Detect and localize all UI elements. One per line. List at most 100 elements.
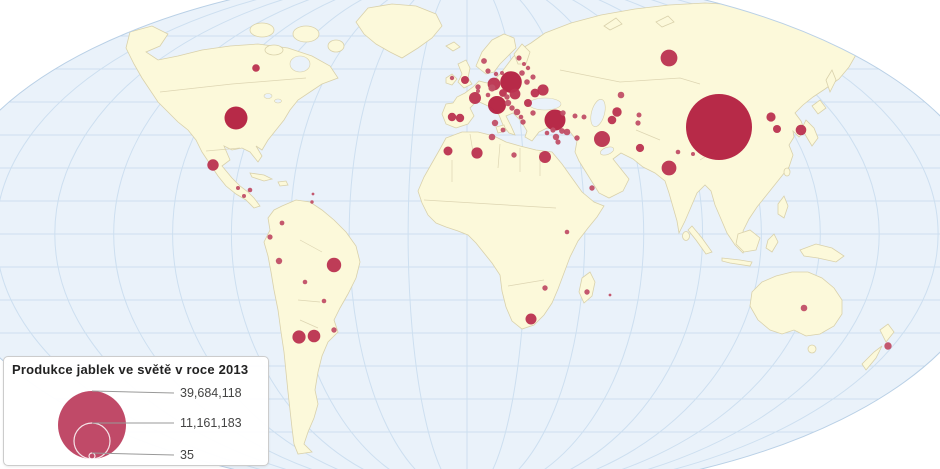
bubble-finland[interactable] (516, 55, 522, 61)
bubble-switzerland[interactable] (485, 92, 491, 98)
legend-leader-line (91, 452, 175, 456)
bubble-uzbekistan[interactable] (612, 107, 622, 117)
bubble-portugal[interactable] (447, 112, 457, 122)
bubble-guatemala[interactable] (236, 186, 240, 190)
bubble-sicily[interactable] (491, 119, 499, 127)
bubble-hungary[interactable] (509, 88, 521, 100)
bubble-algeria[interactable] (471, 147, 483, 159)
bubble-czechia[interactable] (499, 89, 507, 97)
bubble-trinidad[interactable] (311, 192, 315, 196)
bubble-lebanon[interactable] (550, 127, 556, 133)
bubble-australia[interactable] (800, 304, 808, 312)
bubble-chile[interactable] (292, 330, 306, 344)
bubble-argentina[interactable] (307, 329, 321, 343)
bubble-egypt[interactable] (539, 151, 551, 163)
legend-title: Produkce jablek ve světě v roce 2013 (12, 362, 249, 377)
bubble-brazil[interactable] (326, 257, 342, 273)
bubble-united-kingdom[interactable] (461, 76, 469, 84)
bubbles-layer (207, 49, 892, 350)
bubble-poland[interactable] (500, 71, 522, 93)
bubble-china[interactable] (686, 94, 752, 160)
bubble-uruguay[interactable] (331, 327, 337, 333)
bubble-ukraine[interactable] (537, 84, 549, 96)
bubble-italy[interactable] (488, 96, 506, 114)
bubble-north-germany[interactable] (500, 71, 504, 75)
bubble-colombia[interactable] (279, 220, 285, 226)
bubble-peru[interactable] (275, 257, 283, 265)
bubble-iran[interactable] (594, 131, 610, 147)
bubble-luxembourg[interactable] (476, 89, 480, 93)
bubble-libya[interactable] (511, 152, 517, 158)
bubble-bulgaria[interactable] (530, 110, 536, 116)
bubble-denmark-east[interactable] (493, 71, 499, 77)
bubble-mexico[interactable] (207, 159, 219, 171)
bubble-romania[interactable] (524, 99, 532, 107)
bubble-azerbaijan[interactable] (581, 114, 587, 120)
bubble-malta[interactable] (500, 127, 506, 133)
landmass-novaya-zemlya (603, 17, 623, 31)
bubble-turkey[interactable] (544, 109, 566, 131)
bubble-norway[interactable] (481, 58, 487, 64)
bubble-japan[interactable] (795, 124, 807, 136)
bubble-macedonia[interactable] (518, 114, 524, 120)
bubble-afghanistan[interactable] (635, 143, 645, 153)
bubble-honduras[interactable] (247, 187, 253, 193)
bubble-south-korea[interactable] (773, 125, 781, 133)
bubble-reunion[interactable] (608, 293, 612, 297)
bubble-yemen[interactable] (589, 185, 595, 191)
bubble-tunisia[interactable] (488, 133, 496, 141)
bubble-bosnia[interactable] (509, 105, 515, 111)
bubble-kazakhstan[interactable] (617, 91, 625, 99)
bubble-netherlands[interactable] (488, 84, 496, 92)
bubble-el-salvador[interactable] (242, 194, 246, 198)
landmass-iceland (445, 41, 461, 52)
bubble-belarus[interactable] (530, 74, 536, 80)
bubble-armenia[interactable] (572, 113, 578, 119)
bubble-zimbabwe[interactable] (542, 285, 548, 291)
inland-seas (263, 55, 614, 156)
bubble-tajikistan[interactable] (635, 120, 641, 126)
bubble-belarus-south[interactable] (524, 79, 530, 85)
bubble-greece[interactable] (520, 119, 526, 125)
bubble-serbia[interactable] (513, 108, 521, 116)
bubble-latvia[interactable] (525, 65, 531, 71)
bubble-kenya[interactable] (564, 229, 570, 235)
bubble-israel[interactable] (552, 133, 560, 141)
bubble-bolivia[interactable] (302, 279, 308, 285)
bubble-belgium[interactable] (475, 84, 481, 90)
bubble-iraq[interactable] (574, 135, 580, 141)
bubble-north-korea[interactable] (766, 112, 776, 122)
bubble-denmark[interactable] (485, 68, 491, 74)
bubble-new-zealand[interactable] (884, 342, 892, 350)
legend-value: 35 (180, 448, 194, 462)
bubble-croatia[interactable] (504, 99, 512, 107)
bubble-pakistan[interactable] (675, 149, 681, 155)
bubble-nepal[interactable] (691, 152, 695, 156)
bubble-kyrgyzstan[interactable] (636, 112, 642, 118)
landmass-borneo (735, 229, 761, 253)
bubble-georgia[interactable] (560, 110, 566, 116)
bubble-india[interactable] (661, 160, 677, 176)
bubble-canada[interactable] (252, 64, 260, 72)
bubble-turkmenistan[interactable] (607, 115, 617, 125)
bubble-russia[interactable] (660, 49, 678, 67)
bubble-ecuador[interactable] (267, 234, 273, 240)
bubble-lithuania[interactable] (519, 70, 525, 76)
bubble-venezuela[interactable] (310, 200, 314, 204)
landmass-nz-south (861, 345, 883, 371)
bubble-usa[interactable] (224, 106, 248, 130)
bubble-south-africa[interactable] (525, 313, 537, 325)
bubble-spain[interactable] (455, 113, 465, 123)
bubble-morocco[interactable] (443, 146, 453, 156)
bubble-paraguay[interactable] (321, 298, 327, 304)
bubble-france[interactable] (469, 92, 481, 104)
bubble-madagascar[interactable] (584, 289, 590, 295)
bubble-moldova[interactable] (530, 88, 540, 98)
bubble-crete[interactable] (544, 130, 550, 136)
bubble-estonia[interactable] (522, 62, 526, 66)
bubble-jordan[interactable] (555, 139, 561, 145)
bubble-syria[interactable] (563, 128, 571, 136)
bubble-cyprus[interactable] (559, 128, 565, 134)
bubble-austria[interactable] (504, 94, 510, 100)
bubble-ireland[interactable] (449, 75, 455, 81)
